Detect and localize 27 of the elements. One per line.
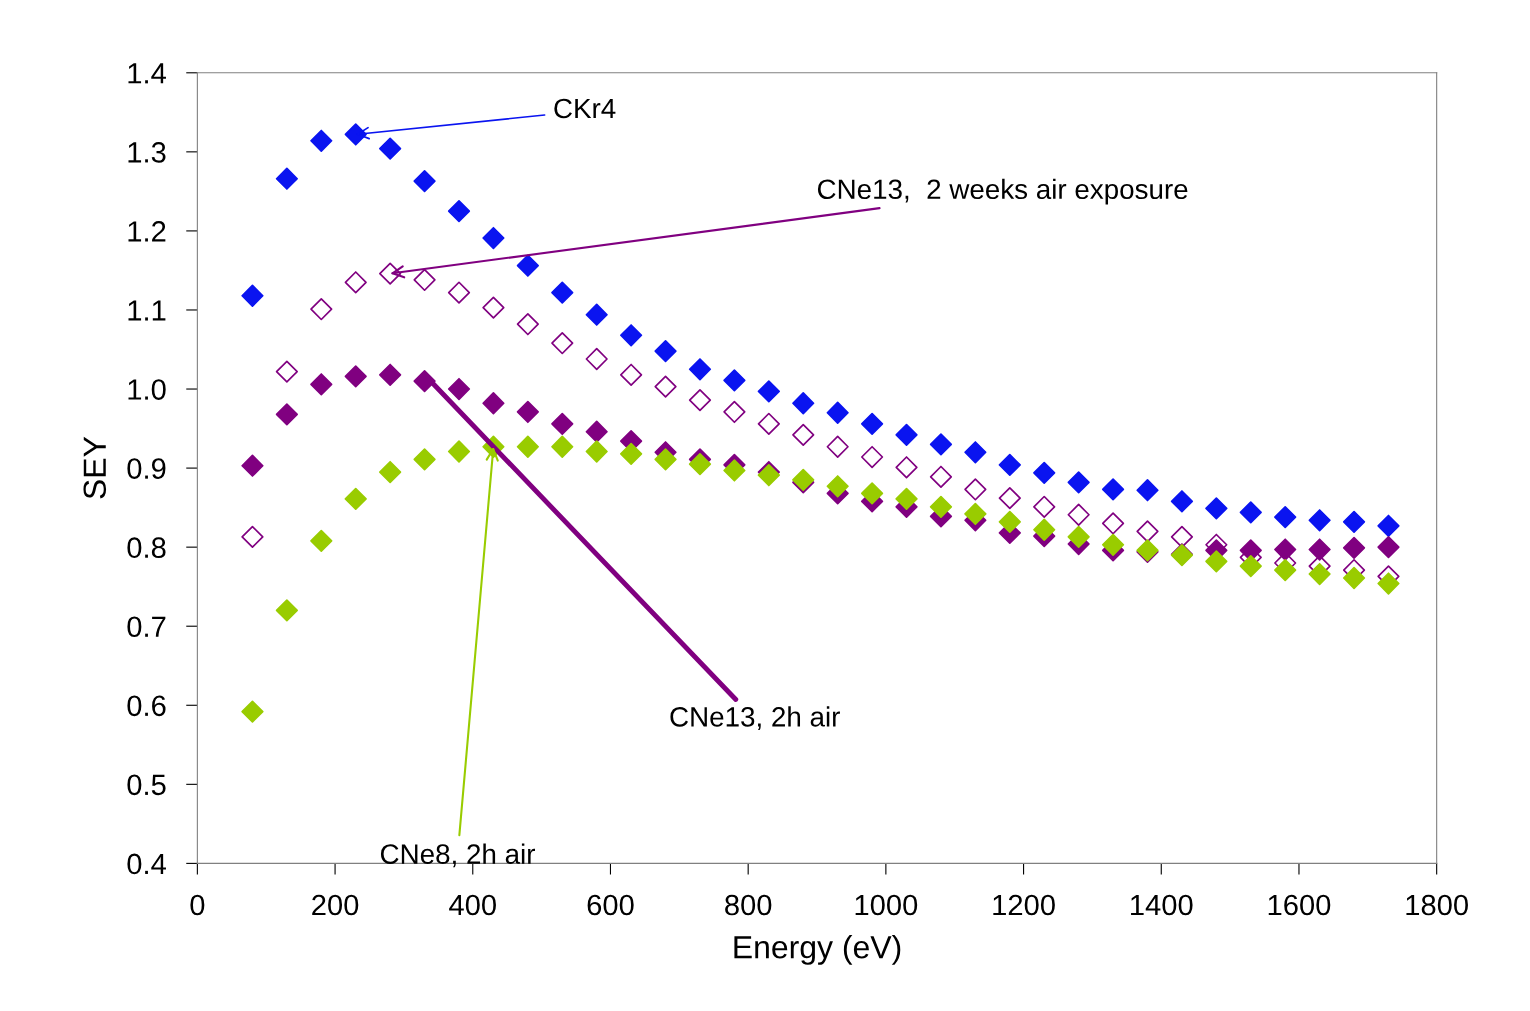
x-axis-title: Energy (eV) [734, 935, 901, 965]
y-tick-label: 0.9 [127, 458, 166, 479]
y-tick-label: 1.1 [128, 300, 166, 321]
x-tick-label: 800 [725, 894, 772, 916]
x-tick-label: 200 [312, 894, 359, 916]
x-tick-label: 1800 [1406, 894, 1468, 916]
annotation: CNe13, 2h air [670, 706, 840, 730]
y-tick-label: 0.4 [127, 853, 166, 875]
annotation: CNe8, 2h air [380, 843, 536, 868]
x-tick-label: 0 [190, 894, 205, 916]
y-tick-label: 1.3 [128, 142, 166, 163]
y-tick-label: 1.2 [128, 221, 166, 242]
y-axis-title: SEY [83, 436, 107, 499]
y-tick-label: 0.7 [127, 616, 166, 638]
x-tick-label: 1600 [1268, 894, 1331, 916]
y-tick-label: 1.4 [128, 63, 166, 84]
y-tick-label: 1.0 [128, 379, 166, 400]
x-tick-label: 400 [449, 894, 496, 916]
annotation: CNe13, 2 weeks air exposure [817, 178, 1188, 205]
x-tick-label: 600 [587, 894, 634, 916]
x-tick-label: 1000 [855, 894, 918, 916]
annotation: CKr4 [554, 98, 616, 119]
y-tick-label: 0.5 [127, 774, 166, 796]
x-tick-label: 1200 [993, 894, 1055, 916]
y-tick-label: 0.6 [127, 695, 166, 717]
x-tick-label: 1400 [1131, 894, 1193, 916]
y-tick-label: 0.8 [127, 537, 166, 559]
